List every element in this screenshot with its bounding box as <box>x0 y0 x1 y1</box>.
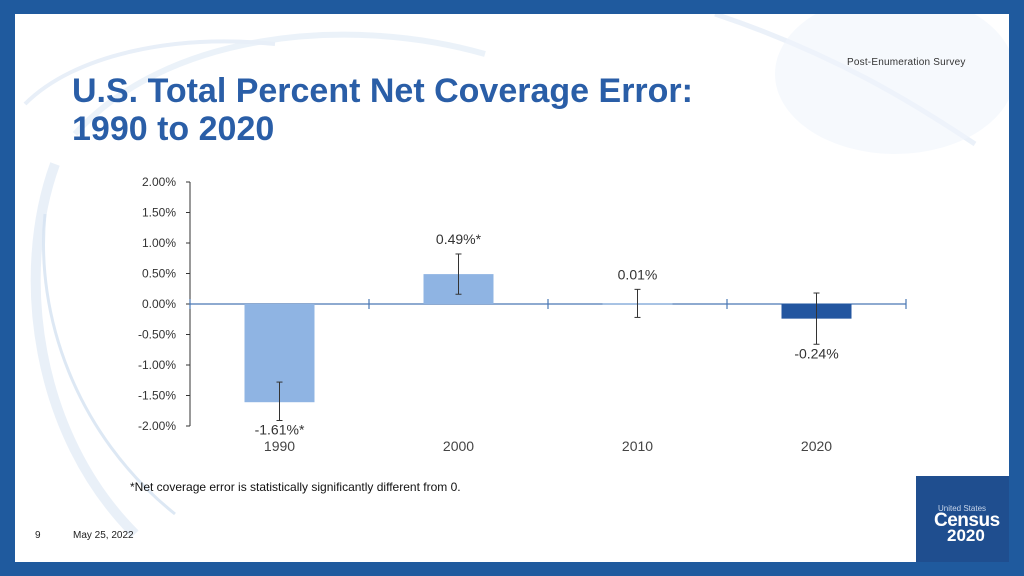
title-line-2: 1990 to 2020 <box>72 110 275 148</box>
y-tick-label: 1.50% <box>142 206 176 220</box>
y-tick-label: 2.00% <box>142 175 176 189</box>
title-line-1: U.S. Total Percent Net Coverage Error: <box>72 72 693 110</box>
y-tick-label: 0.00% <box>142 297 176 311</box>
logo-2020: 2020 <box>947 526 985 545</box>
y-tick-label: 0.50% <box>142 267 176 281</box>
y-tick-label: 1.00% <box>142 236 176 250</box>
y-tick-label: -1.00% <box>138 358 176 372</box>
slide-date: May 25, 2022 <box>73 530 134 541</box>
bar-chart: 2.00% 1.50% 1.00% 0.50% 0.00% -0.50% -1.00% -1.… <box>138 175 907 454</box>
page-number: 9 <box>35 530 41 541</box>
slide: Post-Enumeration Survey U.S. Total Perce… <box>15 14 1009 562</box>
logo-census: Census <box>934 510 1000 531</box>
x-tick-label: 2000 <box>443 438 474 454</box>
y-tick-label: -2.00% <box>138 419 176 433</box>
data-label: 0.49%* <box>436 231 482 247</box>
program-name: Post-Enumeration Survey <box>847 57 966 68</box>
data-label: 0.01% <box>618 266 658 282</box>
data-label: -1.61%* <box>255 422 305 438</box>
y-tick-label: -0.50% <box>138 328 176 342</box>
page-title: U.S. Total Percent Net Coverage Error: 1… <box>72 72 832 148</box>
background-swirl-decoration <box>23 14 1009 538</box>
footnote: *Net coverage error is statistically sig… <box>130 480 461 494</box>
y-tick-label: -1.50% <box>138 389 176 403</box>
data-label: -0.24% <box>794 345 838 361</box>
logo-united-states: United States <box>938 504 987 513</box>
census-2020-logo: United States Census 2020 <box>916 476 1009 562</box>
x-tick-label: 2010 <box>622 438 653 454</box>
x-tick-label: 1990 <box>264 438 295 454</box>
x-tick-label: 2020 <box>801 438 832 454</box>
